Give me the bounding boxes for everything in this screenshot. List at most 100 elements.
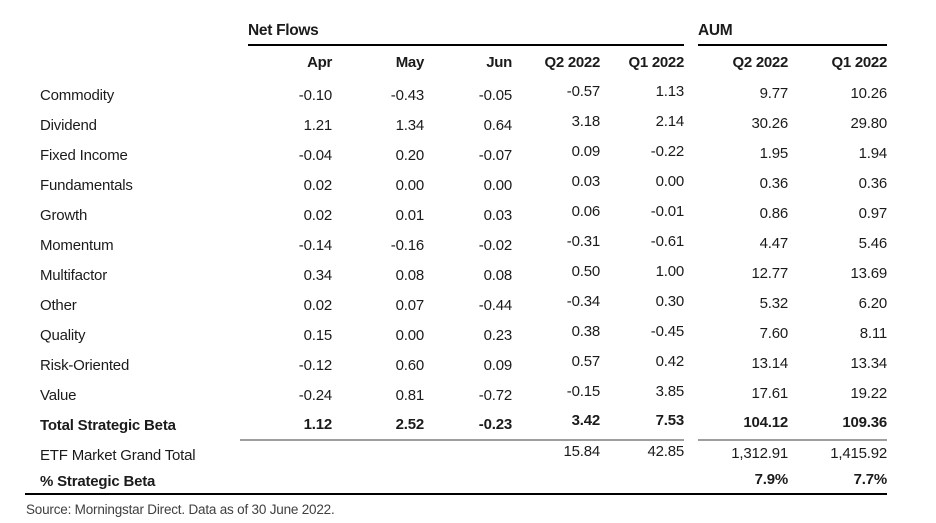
cell: 29.80 — [788, 110, 887, 140]
cell-value: 42.85 — [647, 443, 684, 460]
cell: 0.06 — [512, 200, 601, 230]
group-gap — [684, 20, 698, 46]
cell: 0.09 — [424, 350, 513, 380]
cell-value: 1.34 — [395, 116, 425, 134]
cell — [600, 470, 684, 495]
cell: 1.00 — [600, 260, 685, 290]
column-header-apr: Apr — [307, 54, 332, 71]
cell: 3.85 — [600, 380, 685, 410]
column-gap — [684, 140, 698, 170]
cell: 9.77 — [698, 80, 789, 110]
cell — [240, 470, 332, 495]
cell: 42.85 — [600, 440, 684, 470]
table-row: Dividend 1.21 1.34 0.64 3.18 2.14 30.26 29.80 — [25, 110, 887, 140]
column-gap — [684, 110, 698, 140]
cell-value: 7.9% — [754, 471, 789, 488]
cell: 0.38 — [512, 320, 601, 350]
cell-value: 109.36 — [842, 414, 887, 431]
cell-value: 0.00 — [483, 176, 513, 194]
cell: -0.34 — [512, 290, 600, 320]
cell-value: 5.32 — [759, 294, 789, 312]
cell-value: -0.44 — [478, 296, 512, 314]
cell-value: 5.46 — [858, 234, 888, 252]
cell: -0.12 — [240, 350, 332, 380]
cell-value: 3.18 — [571, 112, 601, 130]
cell: 0.60 — [332, 350, 425, 380]
cell-value: 29.80 — [850, 114, 887, 132]
table-row: Momentum -0.14 -0.16 -0.02 -0.31 -0.61 4.47 5.4… — [25, 230, 887, 260]
cell-value: 0.02 — [303, 296, 333, 314]
cell-value: 0.15 — [303, 326, 333, 344]
cell: 0.50 — [512, 260, 601, 290]
cell — [332, 440, 424, 470]
cell-value: 0.86 — [759, 204, 789, 222]
column-gap — [684, 440, 698, 470]
cell: 13.69 — [788, 260, 887, 290]
table-row: Growth 0.02 0.01 0.03 0.06 -0.01 0.86 0.97 — [25, 200, 887, 230]
cell-value: 0.01 — [395, 206, 425, 224]
cell: 2.52 — [332, 410, 425, 441]
cell-value: 2.52 — [395, 416, 425, 433]
cell-value: 19.22 — [850, 384, 887, 402]
cell-value: 0.81 — [395, 386, 425, 404]
table-row: Total Strategic Beta 1.12 2.52 -0.23 3.42 7.5… — [25, 410, 887, 441]
cell-value: 3.42 — [571, 412, 601, 429]
cell-value: 0.02 — [303, 206, 333, 224]
cell-value: 7.7% — [853, 471, 888, 488]
cell: -0.16 — [332, 230, 424, 260]
cell-value: 0.07 — [395, 296, 425, 314]
cell-value: 17.61 — [751, 384, 788, 402]
cell-value: -0.10 — [298, 86, 332, 104]
cell: 0.97 — [788, 200, 888, 230]
cell-value: 8.11 — [859, 324, 887, 342]
cell: 8.11 — [788, 320, 887, 350]
column-gap — [684, 80, 698, 110]
cell: 1.21 — [240, 110, 333, 140]
cell-value: 0.08 — [395, 266, 425, 284]
column-header-jun: Jun — [486, 54, 512, 71]
cell-value: 30.26 — [751, 114, 788, 132]
table-row: Risk-Oriented -0.12 0.60 0.09 0.57 0.42 13.14 1… — [25, 350, 887, 380]
column-gap — [684, 350, 698, 380]
cell: 1.13 — [600, 80, 685, 110]
row-label: Multifactor — [40, 266, 107, 284]
row-label: Other — [40, 296, 77, 314]
cell-value: 4.47 — [759, 234, 789, 252]
column-gap — [684, 230, 698, 260]
cell: 1.34 — [332, 110, 425, 140]
cell: -0.57 — [512, 80, 600, 110]
cell: 5.32 — [698, 290, 789, 320]
cell: 1,312.91 — [698, 440, 788, 470]
net-flows-group-header: Net Flows — [240, 20, 684, 46]
label-column-spacer — [25, 46, 240, 80]
cell-value: 7.53 — [655, 412, 685, 429]
strategic-beta-flows-table: Net Flows AUM Apr May Jun Q2 2022 Q1 202… — [25, 20, 887, 495]
cell: 0.07 — [332, 290, 425, 320]
cell: -0.24 — [240, 380, 332, 410]
cell: 15.84 — [512, 440, 600, 470]
cell: 0.57 — [512, 350, 601, 380]
cell: 0.81 — [332, 380, 425, 410]
row-label: Quality — [40, 326, 86, 344]
cell-value: 0.34 — [303, 266, 333, 284]
table-row: Other 0.02 0.07 -0.44 -0.34 0.30 5.32 6.20 — [25, 290, 887, 320]
cell: 0.15 — [240, 320, 333, 350]
cell: 10.26 — [788, 80, 887, 110]
cell-value: 0.64 — [483, 116, 513, 134]
cell: 0.09 — [512, 140, 601, 170]
cell-value: 0.36 — [759, 174, 789, 192]
cell-value: 0.03 — [483, 206, 513, 224]
cell-value: 0.57 — [571, 352, 601, 370]
cell-value: -0.72 — [478, 386, 512, 404]
cell-value: -0.14 — [298, 236, 332, 254]
cell-value: 0.36 — [858, 174, 888, 192]
cell: 2.14 — [600, 110, 685, 140]
table-row: % Strategic Beta 7.9% 7.7% — [25, 470, 888, 495]
cell: 104.12 — [698, 410, 788, 441]
cell: -0.23 — [424, 410, 512, 441]
cell-value: -0.12 — [298, 356, 332, 374]
cell: 109.36 — [788, 410, 887, 441]
cell: 7.60 — [698, 320, 789, 350]
cell-value: -0.43 — [390, 86, 424, 104]
